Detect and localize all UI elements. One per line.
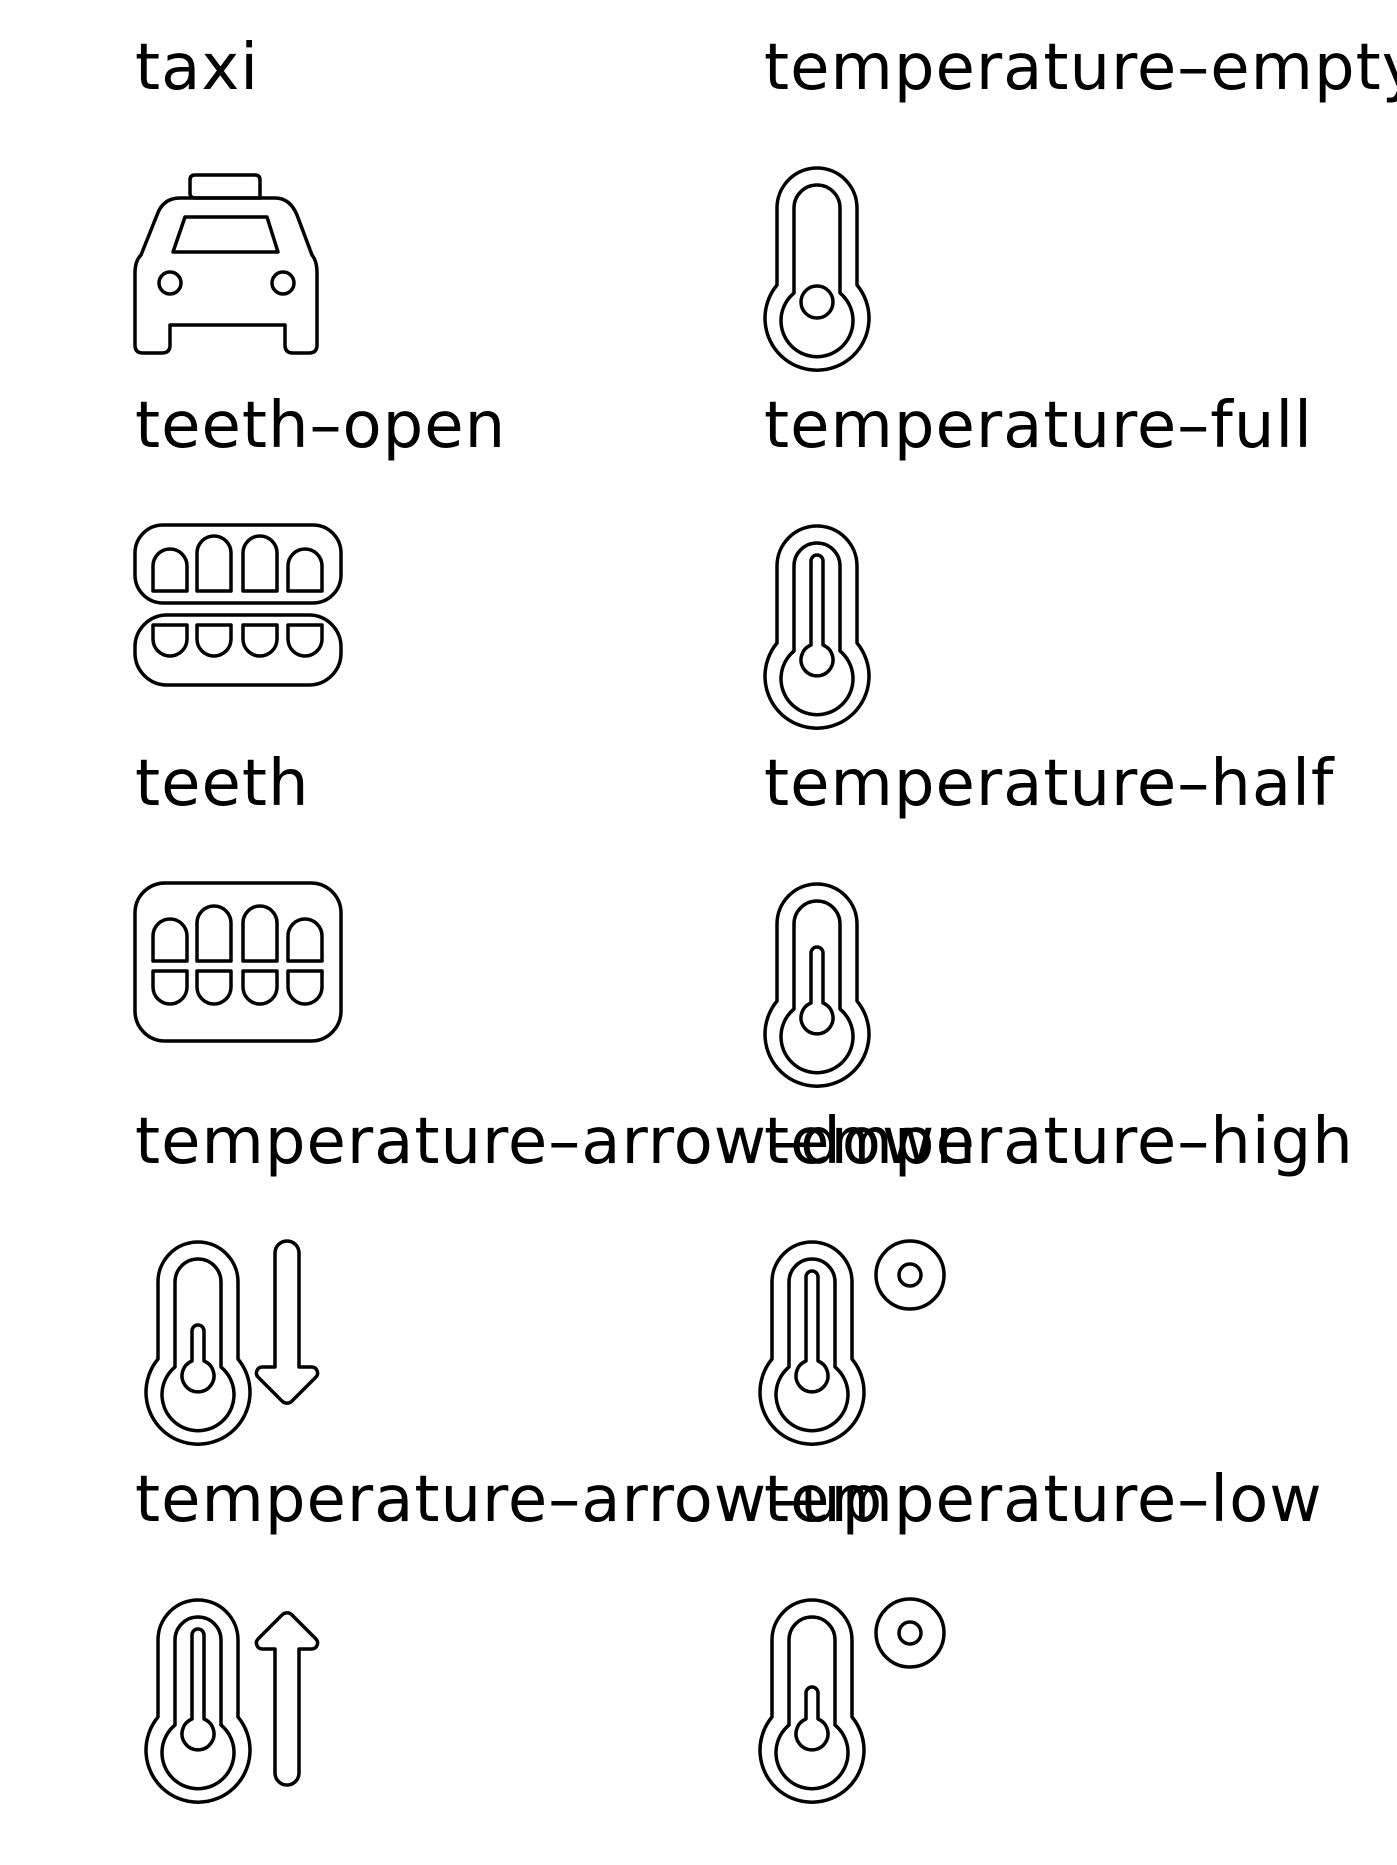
icon-cell-temperature-arrow-down: temperature–arrow–down <box>135 1074 976 1446</box>
icon-cell-teeth: teeth <box>133 716 695 1074</box>
taxi-icon <box>133 165 325 355</box>
teeth-open-icon <box>133 523 350 693</box>
temperature-high-icon <box>758 1239 964 1446</box>
icon-cell-temperature-empty: temperature–empty <box>763 0 1397 372</box>
icon-cell-temperature-high: temperature–high <box>758 1074 1353 1446</box>
temperature-empty-icon <box>763 165 874 372</box>
icon-label: taxi <box>135 31 259 105</box>
temperature-arrow-up-icon <box>135 1597 335 1804</box>
icon-label: temperature–empty <box>764 31 1397 105</box>
teeth-icon <box>133 881 350 1051</box>
temperature-full-icon <box>763 523 874 730</box>
icon-label: temperature–high <box>764 1105 1354 1179</box>
icon-label: temperature–low <box>764 1463 1323 1537</box>
icon-cell-teeth-open: teeth–open <box>133 358 695 716</box>
icon-label: temperature–arrow–up <box>135 1463 884 1537</box>
icon-label: teeth <box>135 747 310 821</box>
icon-label: temperature–half <box>764 747 1335 821</box>
temperature-low-icon <box>758 1597 964 1804</box>
icon-cell-temperature-arrow-up: temperature–arrow–up <box>135 1432 882 1804</box>
icon-cell-temperature-full: temperature–full <box>763 358 1324 730</box>
temperature-half-icon <box>763 881 874 1088</box>
icon-label: temperature–full <box>764 389 1313 463</box>
icon-cell-temperature-low: temperature–low <box>758 1432 1324 1804</box>
icon-cell-taxi: taxi <box>133 0 695 358</box>
icon-label: teeth–open <box>135 389 507 463</box>
icon-label: temperature–arrow–down <box>135 1105 977 1179</box>
temperature-arrow-down-icon <box>135 1239 335 1446</box>
icon-cell-temperature-half: temperature–half <box>763 716 1333 1088</box>
